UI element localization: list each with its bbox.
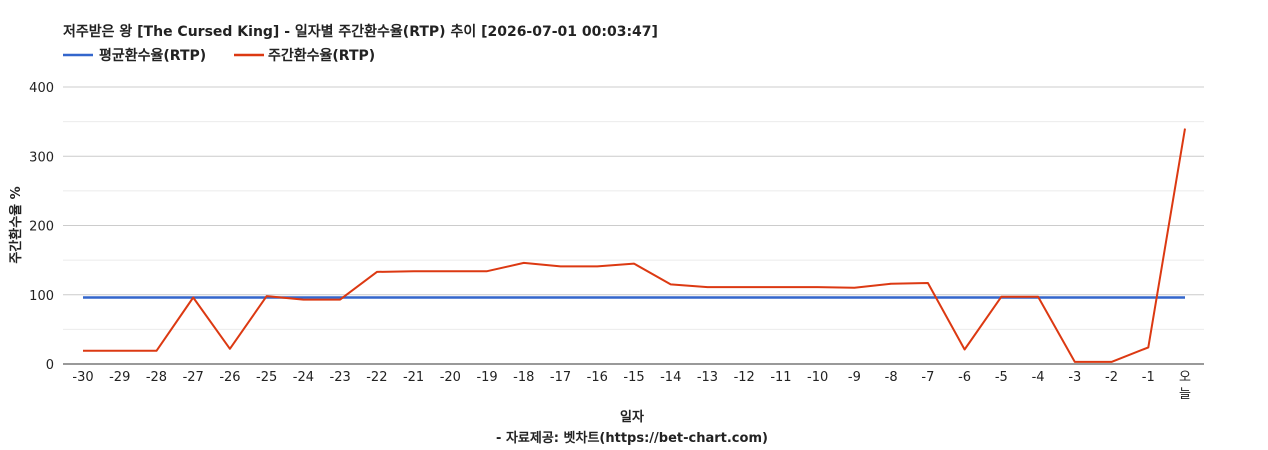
x-tick-label: -25 <box>256 370 277 385</box>
x-tick-label: -28 <box>146 370 167 385</box>
x-tick-label: -26 <box>219 370 240 385</box>
x-tick-label: -2 <box>1105 370 1118 385</box>
series-line-weekly <box>83 128 1186 363</box>
x-tick-label: -20 <box>440 370 461 385</box>
y-axis-label: 주간환수율 % <box>8 186 24 263</box>
x-tick-label: -23 <box>330 370 351 385</box>
series-lines <box>83 128 1186 363</box>
x-tick-label: -10 <box>807 370 828 385</box>
x-tick-label: -15 <box>623 370 644 385</box>
x-tick-label: -8 <box>885 370 898 385</box>
x-tick-label: -7 <box>921 370 934 385</box>
x-tick-label: -13 <box>697 370 718 385</box>
chart-title: 저주받은 왕 [The Cursed King] - 일자별 주간환수율(RTP… <box>63 23 658 40</box>
x-tick-label: -6 <box>958 370 971 385</box>
legend-label-average: 평균환수율(RTP) <box>99 47 206 64</box>
x-tick-label: -19 <box>476 370 497 385</box>
data-source-note: - 자료제공: 벳차트(https://bet-chart.com) <box>496 430 768 446</box>
x-tick-label: -27 <box>183 370 204 385</box>
legend: 평균환수율(RTP) 주간환수율(RTP) <box>63 47 375 64</box>
x-tick-label: -4 <box>1032 370 1045 385</box>
y-tick-label: 300 <box>29 150 54 165</box>
y-tick-label: 0 <box>46 358 54 373</box>
x-axis-ticks: -30 -29 -28 -27 -26 -25 -24 -23 -22 -21 -20 -19 -18 -… <box>72 370 1191 402</box>
x-tick-label: -21 <box>403 370 424 385</box>
x-tick-label: -12 <box>734 370 755 385</box>
legend-label-weekly: 주간환수율(RTP) <box>268 47 375 64</box>
y-tick-label: 200 <box>29 220 54 235</box>
x-tick-label: -11 <box>770 370 791 385</box>
y-tick-label: 400 <box>29 81 54 96</box>
x-tick-label: -16 <box>587 370 608 385</box>
x-tick-label: -18 <box>513 370 534 385</box>
x-tick-label: -24 <box>293 370 314 385</box>
gridlines <box>63 86 1204 365</box>
x-tick-label: -9 <box>848 370 861 385</box>
x-tick-label: -14 <box>660 370 681 385</box>
x-tick-label: -29 <box>109 370 130 385</box>
x-tick-label: -1 <box>1142 370 1155 385</box>
x-tick-label: -3 <box>1068 370 1081 385</box>
x-axis-label: 일자 <box>620 410 644 425</box>
x-tick-label: -17 <box>550 370 571 385</box>
x-tick-label: -22 <box>366 370 387 385</box>
x-tick-label: -5 <box>995 370 1008 385</box>
x-tick-label: -30 <box>72 370 93 385</box>
y-axis-ticks: 0 100 200 300 400 <box>29 81 54 373</box>
y-tick-label: 100 <box>29 289 54 304</box>
